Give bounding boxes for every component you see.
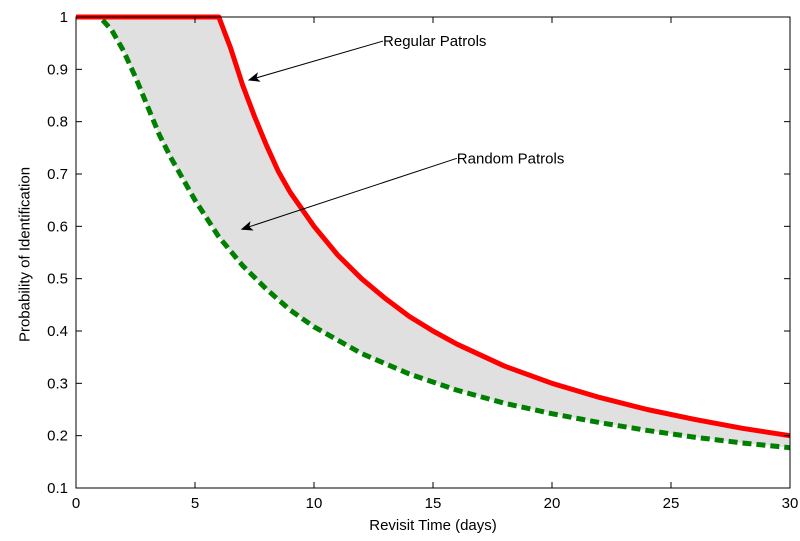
x-tick-label: 0 <box>72 495 80 512</box>
annotation-label: Random Patrols <box>457 150 565 167</box>
y-tick-label: 0.8 <box>47 114 68 131</box>
x-tick-label: 5 <box>191 495 199 512</box>
x-tick-label: 30 <box>782 495 799 512</box>
y-tick-label: 0.4 <box>47 323 68 340</box>
annotation-arrow <box>247 40 384 82</box>
y-tick-label: 0.7 <box>47 166 68 183</box>
annotation-arrow <box>240 157 457 231</box>
series-line-regular <box>76 14 791 439</box>
y-tick-label: 1 <box>60 9 68 26</box>
fill-between-region <box>76 17 790 448</box>
y-tick-label: 0.3 <box>47 375 68 392</box>
y-axis-label: Probability of Identification <box>16 167 33 342</box>
x-axis-ticks: 0 5 10 15 20 25 30 <box>72 17 799 512</box>
x-tick-label: 20 <box>544 495 561 512</box>
y-tick-label: 0.9 <box>47 61 68 78</box>
y-tick-label: 0.5 <box>47 271 68 288</box>
y-axis-ticks: 0.1 0.2 0.3 0.4 0.5 0.6 0.7 0.8 0.9 1 <box>47 9 790 497</box>
series-layer <box>76 14 791 451</box>
y-tick-label: 0.2 <box>47 428 68 445</box>
annotation-label: Regular Patrols <box>383 33 486 50</box>
x-axis-label: Revisit Time (days) <box>369 517 497 534</box>
fill-between-area <box>76 17 790 448</box>
x-tick-label: 25 <box>663 495 680 512</box>
annotations: Regular Patrols Random Patrols <box>240 33 565 231</box>
x-tick-label: 15 <box>425 495 442 512</box>
y-tick-label: 0.1 <box>47 480 68 497</box>
series-line-random <box>76 14 791 451</box>
y-tick-label: 0.6 <box>47 218 68 235</box>
x-tick-label: 10 <box>306 495 323 512</box>
